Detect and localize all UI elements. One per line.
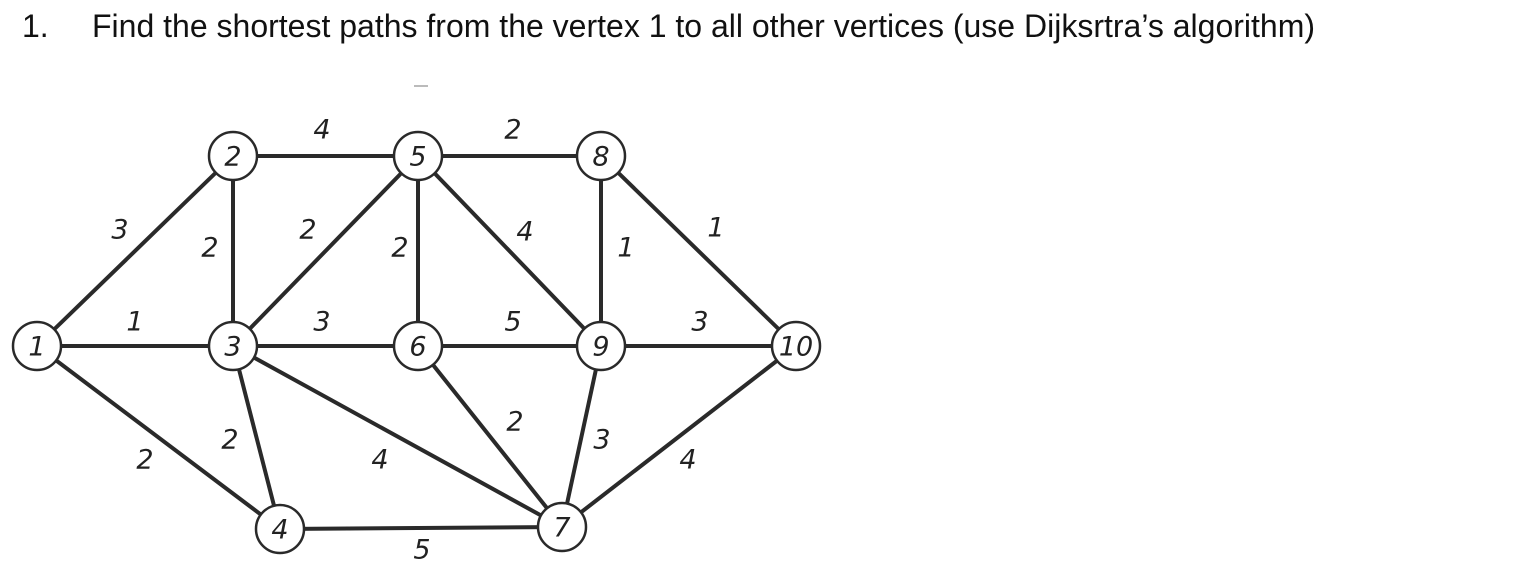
edge-weights: 3 1 2 4 2 2 3 2 4 5 2 2 4 5 2 1 1 3 3 4 xyxy=(111,115,724,566)
vertex-10: 10 xyxy=(770,320,822,372)
vertex-circle xyxy=(770,320,822,372)
edge-weight-2-3: 2 xyxy=(201,233,218,264)
edge-weight-1-4: 2 xyxy=(136,445,153,476)
edge-1-2 xyxy=(35,154,235,348)
vertex-circle xyxy=(207,130,259,182)
edge-4-7 xyxy=(278,525,564,531)
edge-1-4 xyxy=(35,344,282,531)
vertex-6: 6 xyxy=(392,320,444,372)
vertex-circle xyxy=(392,130,444,182)
edge-weight-9-7: 3 xyxy=(593,425,610,456)
vertex-8: 8 xyxy=(575,130,627,182)
vertex-3: 3 xyxy=(207,320,259,372)
vertex-label: 8 xyxy=(592,142,609,173)
edge-weight-8-10: 1 xyxy=(707,213,724,244)
vertex-circle xyxy=(254,503,306,555)
edge-weight-4-7: 5 xyxy=(413,535,430,566)
vertex-label: 3 xyxy=(224,332,241,363)
vertex-circle xyxy=(11,320,63,372)
vertex-circle xyxy=(207,320,259,372)
edge-3-4 xyxy=(231,344,282,531)
edge-weight-6-9: 5 xyxy=(504,307,521,338)
vertex-9: 9 xyxy=(575,320,627,372)
edge-weight-5-6: 2 xyxy=(391,233,408,264)
vertex-circle xyxy=(536,501,588,553)
vertex-2: 2 xyxy=(207,130,259,182)
vertex-7: 7 xyxy=(536,501,588,553)
problem-number: 1. xyxy=(22,8,49,44)
edge-weight-1-3: 1 xyxy=(126,307,143,338)
edge-weight-3-7: 4 xyxy=(371,445,388,476)
edge-8-10 xyxy=(599,154,798,348)
vertex-5: 5 xyxy=(392,130,444,182)
edge-weight-3-6: 3 xyxy=(313,307,330,338)
problem-text: Find the shortest paths from the vertex … xyxy=(92,8,1315,44)
edge-6-7 xyxy=(416,344,564,529)
edge-weight-6-7: 2 xyxy=(506,407,523,438)
vertex-label: 1 xyxy=(28,332,45,363)
edge-weight-1-2: 3 xyxy=(111,215,128,246)
vertex-label: 5 xyxy=(409,142,426,173)
edge-weight-5-9: 4 xyxy=(516,217,533,248)
vertex-label: 4 xyxy=(271,515,288,546)
edge-10-7 xyxy=(560,344,798,529)
edge-weight-8-9: 1 xyxy=(617,233,634,264)
edge-5-9 xyxy=(416,154,603,348)
edge-weight-3-4: 2 xyxy=(221,425,238,456)
problem-statement: 1. Find the shortest paths from the verte… xyxy=(22,8,1315,45)
vertex-4: 4 xyxy=(254,503,306,555)
edges xyxy=(35,154,798,531)
vertex-circle xyxy=(575,320,627,372)
edge-3-5 xyxy=(231,154,420,348)
edge-3-7 xyxy=(231,344,564,529)
vertex-circle xyxy=(575,130,627,182)
edge-weight-3-5: 2 xyxy=(299,215,316,246)
vertex-label: 6 xyxy=(409,332,426,363)
vertex-label: 9 xyxy=(592,332,609,363)
vertex-1: 1 xyxy=(11,320,63,372)
vertices: 1 2 3 4 5 6 7 8 9 10 xyxy=(11,130,822,555)
vertex-circle xyxy=(392,320,444,372)
edge-weight-5-8: 2 xyxy=(504,115,521,146)
edge-weight-9-10: 3 xyxy=(691,307,708,338)
vertex-label: 7 xyxy=(553,513,570,544)
vertex-label: 10 xyxy=(779,332,813,363)
edge-weight-2-5: 4 xyxy=(313,115,330,146)
edge-weight-10-7: 4 xyxy=(679,445,696,476)
vertex-label: 2 xyxy=(224,142,241,173)
edge-9-7 xyxy=(560,344,603,529)
